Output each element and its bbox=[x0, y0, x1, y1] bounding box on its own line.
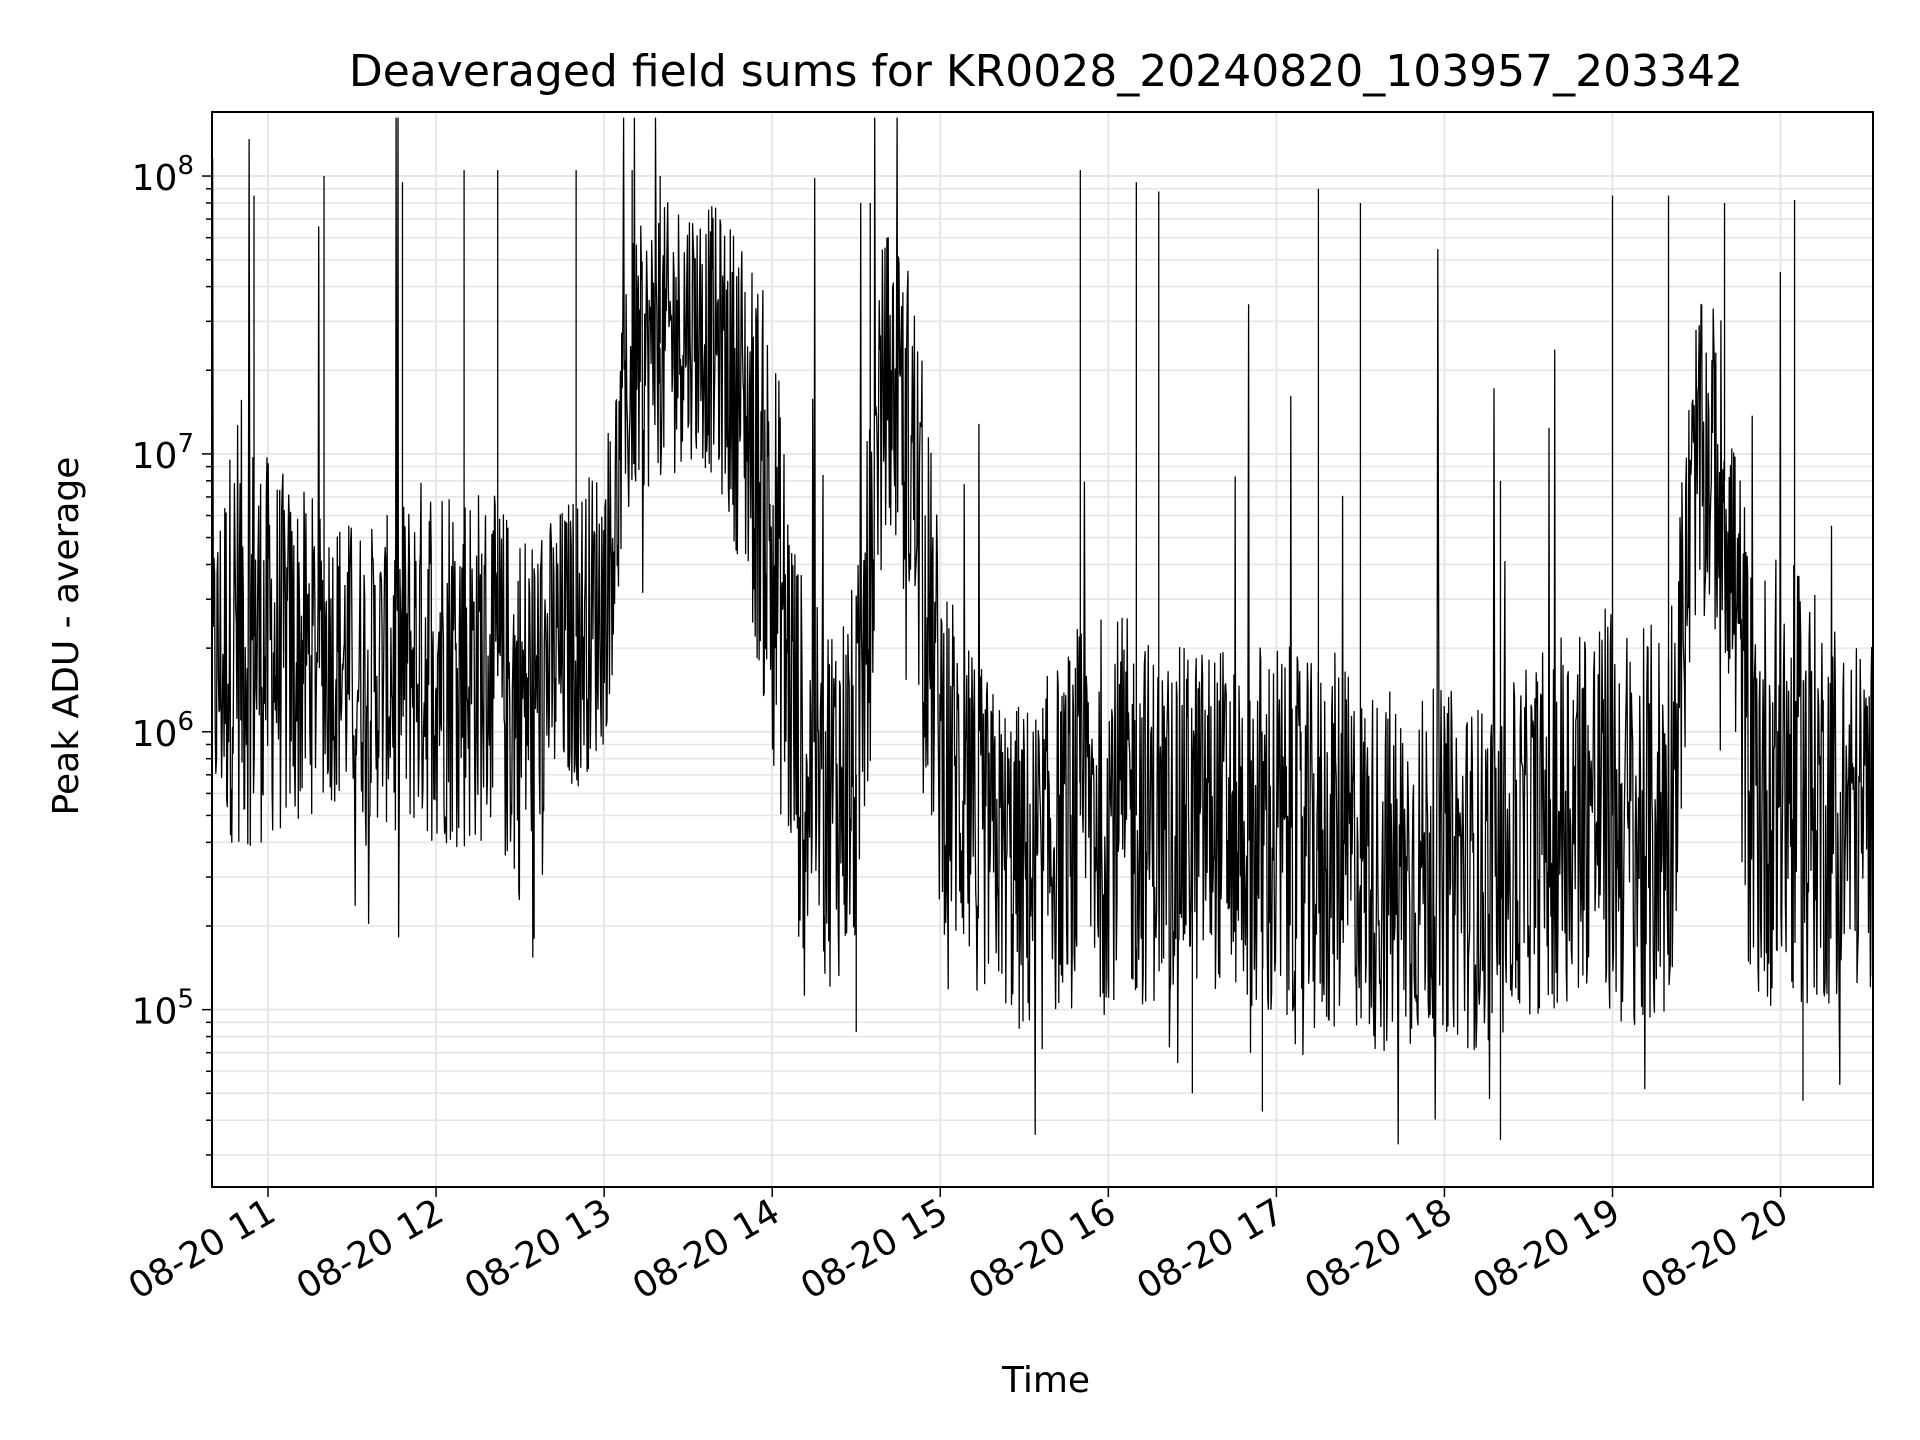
y-axis-ticks: 105 106 107 108 bbox=[132, 151, 212, 1156]
y-tick-label: 108 bbox=[132, 151, 194, 199]
y-axis-label: Peak ADU - average bbox=[46, 457, 87, 816]
x-axis-label: Time bbox=[1001, 1360, 1090, 1401]
y-tick-label: 105 bbox=[132, 985, 194, 1033]
series-line-path bbox=[211, 117, 1874, 1145]
y-tick-label: 107 bbox=[132, 429, 194, 477]
plot-area-frame bbox=[211, 111, 1874, 1188]
chart-title: Deaveraged field sums for KR0028_2024082… bbox=[349, 46, 1743, 97]
series-line bbox=[211, 117, 1874, 1145]
y-tick-label: 106 bbox=[132, 707, 194, 755]
